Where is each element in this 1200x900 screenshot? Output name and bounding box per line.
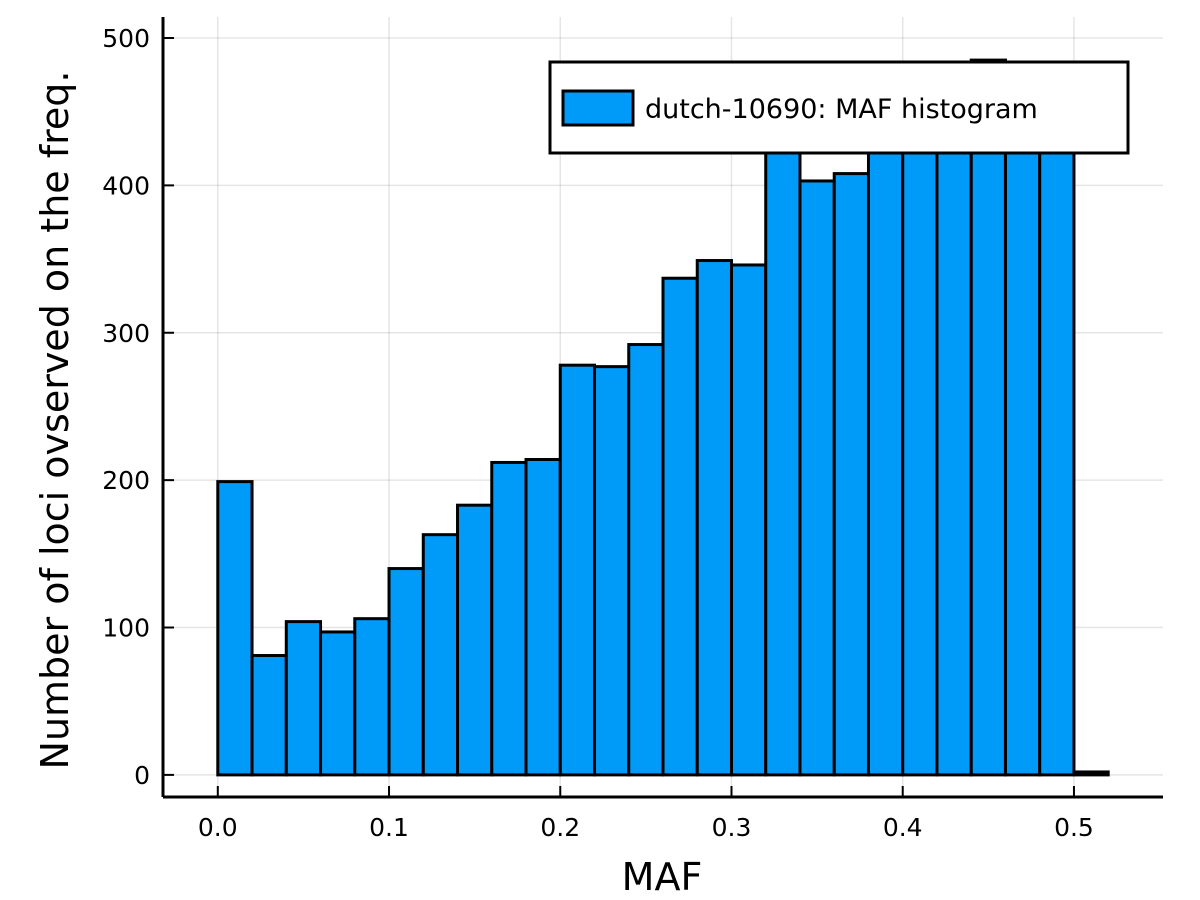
- histogram-bar: [866, 147, 905, 777]
- histogram-bar: [284, 620, 323, 777]
- histogram-bar: [1038, 147, 1076, 777]
- histogram-bar: [969, 58, 1007, 777]
- y-tick-label: 300: [102, 319, 150, 348]
- histogram-bar: [1072, 770, 1110, 777]
- y-tick-label: 400: [102, 171, 150, 200]
- histogram-bar: [353, 617, 391, 777]
- histogram-bar: [661, 276, 699, 777]
- histogram-bar: [901, 147, 939, 777]
- histogram-bars: [216, 58, 1110, 777]
- y-tick-label: 100: [102, 614, 150, 643]
- x-tick-label: 0.1: [369, 813, 409, 842]
- x-tick-label: 0.5: [1054, 813, 1094, 842]
- histogram-bar: [798, 179, 836, 777]
- legend: dutch-10690: MAF histogram: [548, 60, 1130, 155]
- histogram-bar: [832, 172, 870, 777]
- legend-swatch: [561, 89, 635, 127]
- histogram-bar: [593, 365, 631, 777]
- y-axis-ticks: 0 100 200 300 400 500: [102, 24, 174, 790]
- legend-box: [548, 60, 1130, 155]
- x-tick-label: 0.4: [883, 813, 923, 842]
- x-tick-label: 0.0: [198, 813, 238, 842]
- histogram-bar: [387, 567, 425, 777]
- x-axis-ticks: 0.0 0.1 0.2 0.3 0.4 0.5: [198, 786, 1094, 842]
- y-tick-label: 200: [102, 466, 150, 495]
- legend-label: dutch-10690: MAF histogram: [645, 94, 1038, 125]
- histogram-bar: [729, 263, 768, 777]
- histogram-bar: [935, 147, 973, 777]
- histogram-bar: [1003, 147, 1042, 777]
- histogram-bar: [490, 460, 528, 777]
- histogram-bar: [456, 503, 494, 777]
- y-tick-label: 0: [134, 761, 150, 790]
- histogram-bar: [524, 458, 562, 777]
- y-axis-title: Number of loci ovserved on the freq.: [33, 71, 77, 770]
- y-tick-label: 500: [102, 24, 150, 53]
- histogram-bar: [627, 343, 665, 777]
- histogram-bar: [421, 533, 460, 777]
- axes: [161, 17, 1163, 799]
- histogram-bar: [216, 480, 254, 777]
- x-axis-title: MAF: [622, 855, 703, 899]
- histogram-bar: [764, 147, 802, 777]
- histogram-bar: [695, 259, 733, 777]
- x-tick-label: 0.2: [540, 813, 580, 842]
- x-tick-label: 0.3: [712, 813, 752, 842]
- histogram-bar: [319, 630, 357, 777]
- histogram-bar: [250, 654, 288, 777]
- histogram-bar: [558, 363, 597, 777]
